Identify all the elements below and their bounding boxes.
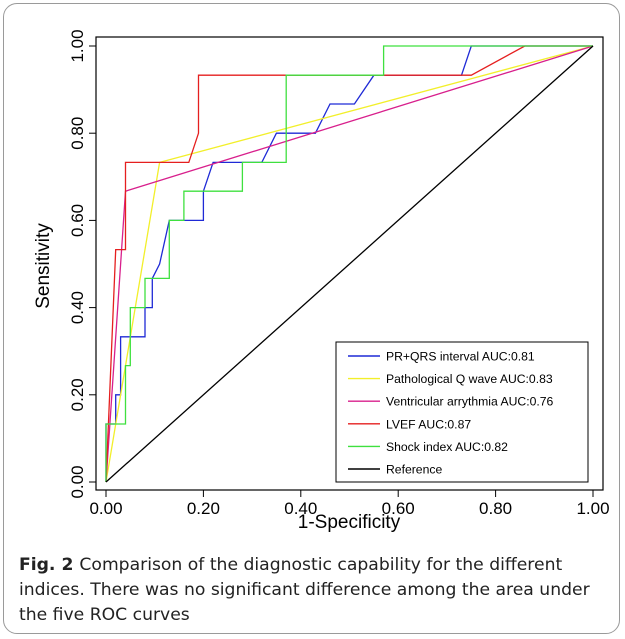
legend-box (335, 341, 589, 483)
y-axis-label: Sensitivity (33, 223, 54, 309)
roc-chart: 0.00 0.20 0.40 0.60 0.80 1.00 0.00 0.20 0.40 0.60… (33, 29, 610, 533)
figure-frame (3, 3, 620, 634)
series-line-0 (105, 45, 593, 482)
caption-text: Comparison of the diagnostic capability … (19, 555, 590, 625)
figure-label: Fig. 2 (19, 555, 74, 575)
x-axis-label: 1-Specificity (298, 512, 401, 533)
x-tick-label: 0.00 (89, 499, 122, 518)
y-tick-label: 0.40 (68, 291, 87, 324)
series-line-5 (105, 45, 594, 483)
y-tick-label: 0.20 (68, 378, 87, 411)
legend: PR+QRS interval AUC:0.81 Pathological Q w… (335, 341, 589, 483)
legend-label-3: LVEF AUC:0.87 (386, 417, 471, 431)
plot-border (95, 36, 604, 491)
legend-label-4: Shock index AUC:0.82 (386, 440, 508, 454)
y-tick-label: 0.80 (68, 117, 87, 150)
x-tick-label: 1.00 (576, 499, 609, 518)
axes-layer: 0.00 0.20 0.40 0.60 0.80 1.00 0.00 0.20 0.40 0.60… (68, 29, 610, 518)
figure-caption: Fig. 2 Comparison of the diagnostic capab… (19, 553, 615, 628)
x-tick-label: 0.40 (284, 499, 317, 518)
y-tick-label: 0.60 (68, 204, 87, 237)
x-tick-label: 0.80 (479, 499, 512, 518)
x-tick-label: 0.60 (382, 499, 415, 518)
series-line-4 (105, 45, 593, 482)
legend-label-0: PR+QRS interval AUC:0.81 (386, 350, 535, 364)
series-layer (105, 45, 594, 483)
y-tick-label: 1.00 (68, 29, 87, 62)
series-line-3 (105, 45, 593, 483)
legend-label-2: Ventricular arrythmia AUC:0.76 (386, 395, 554, 409)
legend-label-5: Reference (386, 463, 442, 477)
legend-label-1: Pathological Q wave AUC:0.83 (386, 372, 553, 386)
x-tick-label: 0.20 (187, 499, 220, 518)
y-tick-label: 0.00 (68, 465, 87, 498)
